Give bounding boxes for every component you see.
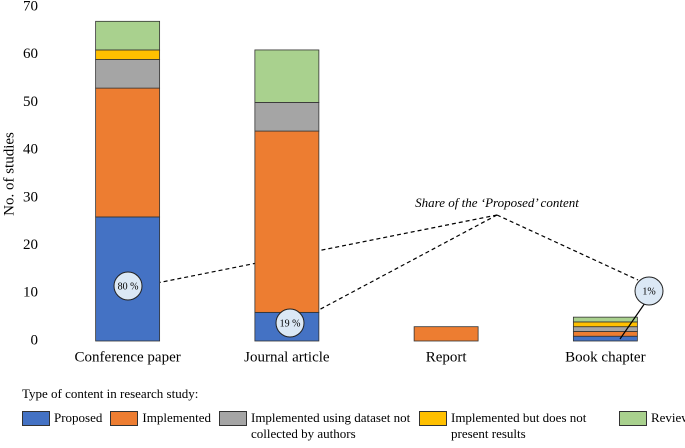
bar-segment: [95, 49, 161, 60]
bar-segment: [572, 321, 638, 328]
pointer-line: [619, 302, 646, 340]
legend-item: Implemented but does not present results: [418, 410, 611, 442]
circles: 80 % 19 % 1%: [113, 271, 664, 338]
annotation-line: [496, 214, 639, 281]
y-tick-label: 40: [23, 142, 38, 158]
bar-segment: [572, 335, 638, 342]
bars: [95, 20, 638, 342]
annotation-line: [141, 214, 498, 287]
x-tick-label: Conference paper: [75, 349, 181, 365]
legend-items: Proposed Implemented Implemented using dat…: [22, 410, 685, 442]
x-tick-label: Book chapter: [565, 349, 645, 365]
y-tick-label: 10: [23, 285, 38, 301]
y-tick-label: 50: [23, 94, 38, 110]
legend-swatch: [110, 411, 139, 426]
share-circle: [275, 308, 305, 338]
legend-label: Implemented: [142, 410, 211, 425]
legend-swatch: [418, 411, 447, 426]
legend-label: Proposed: [54, 410, 103, 425]
x-tick-label: Report: [426, 349, 468, 365]
legend-swatch: [218, 411, 247, 426]
chart: No. of studies Share of the ‘Proposed’ c…: [1, 0, 664, 365]
share-label: 19 %: [280, 318, 301, 329]
legend-item: Review: [618, 410, 685, 426]
y-tick-label: 60: [23, 46, 38, 62]
bar-segment: [254, 49, 320, 103]
share-circle: [113, 271, 143, 301]
bar-segment: [95, 87, 161, 218]
bar-segment: [572, 316, 638, 323]
legend-title: Type of content in research study:: [22, 386, 199, 401]
annotation: Share of the ‘Proposed’ content: [415, 195, 579, 210]
legend-label: Implemented using dataset not collected …: [250, 410, 411, 441]
legend: Type of content in research study: Propo…: [22, 386, 685, 442]
annotation-line: [299, 214, 498, 321]
share-label: 1%: [642, 286, 655, 297]
bar-segment: [95, 20, 161, 51]
bar-segment: [254, 102, 320, 132]
legend-swatch: [618, 411, 647, 426]
bar-segment: [413, 326, 479, 342]
legend-label: Implemented but does not present results: [450, 410, 587, 441]
share-circle: [634, 276, 664, 306]
y-tick-label: 30: [23, 189, 38, 205]
share-label: 80 %: [118, 281, 139, 292]
legend-item: Proposed: [22, 410, 102, 426]
x-tick-label: Journal article: [244, 349, 330, 365]
y-tick-label: 70: [23, 0, 38, 14]
legend-label: Review: [650, 410, 685, 425]
y-axis-title: No. of studies: [1, 132, 17, 216]
annotation-lines: [141, 214, 639, 321]
y-tick-label: 20: [23, 237, 38, 253]
y-tick-label: 0: [31, 332, 39, 348]
legend-swatch: [22, 411, 50, 426]
bar-segment: [572, 331, 638, 337]
bar-segment: [254, 130, 320, 313]
bar-segment: [95, 59, 161, 89]
legend-item: Implemented using dataset not collected …: [218, 410, 411, 442]
legend-item: Implemented: [110, 410, 211, 426]
